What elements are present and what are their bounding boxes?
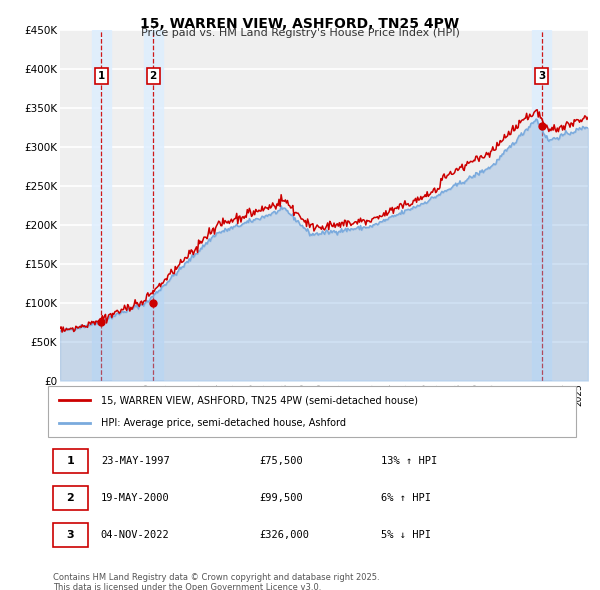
Text: 15, WARREN VIEW, ASHFORD, TN25 4PW: 15, WARREN VIEW, ASHFORD, TN25 4PW: [140, 17, 460, 31]
Text: 19-MAY-2000: 19-MAY-2000: [101, 493, 170, 503]
FancyBboxPatch shape: [53, 523, 88, 547]
Text: 04-NOV-2022: 04-NOV-2022: [101, 530, 170, 540]
Text: HPI: Average price, semi-detached house, Ashford: HPI: Average price, semi-detached house,…: [101, 418, 346, 428]
Bar: [143, 30, 163, 381]
Text: 15, WARREN VIEW, ASHFORD, TN25 4PW (semi-detached house): 15, WARREN VIEW, ASHFORD, TN25 4PW (semi…: [101, 395, 418, 405]
Text: 2: 2: [149, 71, 157, 81]
Text: Contains HM Land Registry data © Crown copyright and database right 2025.
This d: Contains HM Land Registry data © Crown c…: [53, 573, 380, 590]
FancyBboxPatch shape: [53, 449, 88, 473]
Text: 6% ↑ HPI: 6% ↑ HPI: [380, 493, 431, 503]
FancyBboxPatch shape: [53, 486, 88, 510]
Text: Price paid vs. HM Land Registry's House Price Index (HPI): Price paid vs. HM Land Registry's House …: [140, 28, 460, 38]
Text: 5% ↓ HPI: 5% ↓ HPI: [380, 530, 431, 540]
FancyBboxPatch shape: [48, 386, 576, 437]
Bar: [92, 30, 111, 381]
Text: 2: 2: [67, 493, 74, 503]
Text: 13% ↑ HPI: 13% ↑ HPI: [380, 456, 437, 466]
Text: 3: 3: [538, 71, 545, 81]
Text: £99,500: £99,500: [259, 493, 303, 503]
Text: 1: 1: [67, 456, 74, 466]
Text: £75,500: £75,500: [259, 456, 303, 466]
Text: 3: 3: [67, 530, 74, 540]
Bar: [532, 30, 551, 381]
Text: 23-MAY-1997: 23-MAY-1997: [101, 456, 170, 466]
Text: £326,000: £326,000: [259, 530, 309, 540]
Text: 1: 1: [98, 71, 105, 81]
